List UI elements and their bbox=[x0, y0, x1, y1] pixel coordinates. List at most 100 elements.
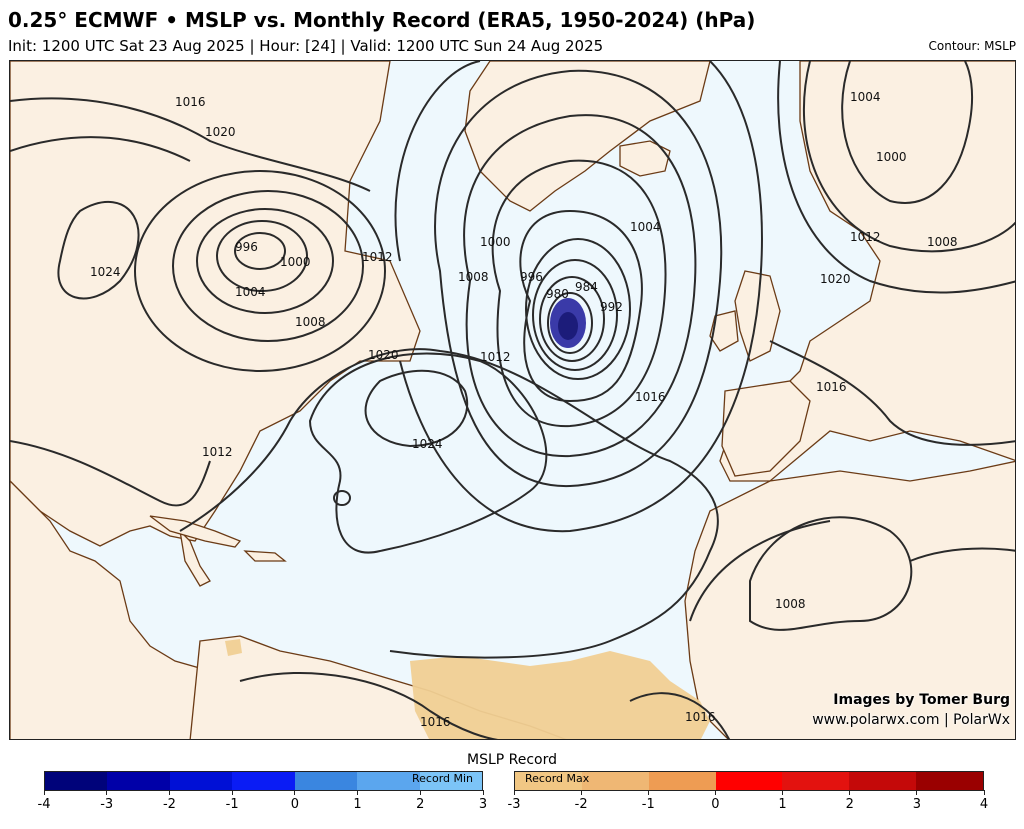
record-min-segment-4 bbox=[294, 772, 358, 790]
record-max-tickmark bbox=[714, 790, 716, 795]
cuba-land bbox=[149, 515, 242, 548]
isobar-1004-west bbox=[196, 208, 334, 314]
isobar-small-high bbox=[333, 490, 351, 506]
contour-label-1012-gulf: 1012 bbox=[202, 445, 233, 459]
record-max-tick-label: 1 bbox=[778, 797, 787, 812]
record-max-segment-3 bbox=[715, 772, 783, 790]
record-max-tick-label: 2 bbox=[845, 797, 854, 812]
isobars bbox=[10, 61, 1015, 739]
record-max-colorbar bbox=[514, 771, 984, 791]
record-min-tick-label: -3 bbox=[100, 797, 114, 812]
record-max-tick-label: -2 bbox=[574, 797, 588, 812]
record-max-segment-1 bbox=[581, 772, 649, 790]
contour-label-1024-west: 1024 bbox=[90, 265, 121, 279]
isobar-1008-sahara-2 bbox=[909, 547, 1015, 562]
isobar-1016-tropics-2 bbox=[629, 692, 731, 739]
record-min-inner bbox=[558, 312, 578, 340]
contour-label-1024-atlantic: 1024 bbox=[412, 437, 443, 451]
record-max-tickmark bbox=[916, 790, 918, 795]
contour-label-984: 984 bbox=[575, 280, 598, 294]
contour-label-1000-north: 1000 bbox=[876, 150, 907, 164]
contour-label-1008-sahara: 1008 bbox=[775, 597, 806, 611]
isobar-1008-europe bbox=[802, 61, 1015, 253]
british-isles-land bbox=[734, 270, 781, 362]
iceland-land bbox=[619, 140, 671, 177]
contour-label-1016-tropics: 1016 bbox=[420, 715, 451, 729]
record-max-tickmark bbox=[983, 790, 985, 795]
contour-label-1016-tropics-2: 1016 bbox=[685, 710, 716, 724]
record-max-tickmark bbox=[647, 790, 649, 795]
record-max-segment-5 bbox=[849, 772, 917, 790]
record-min-segment-3 bbox=[232, 772, 295, 790]
isobar-1000-east bbox=[491, 159, 667, 428]
isobar-1008-east bbox=[434, 69, 723, 488]
isobar-1012-west bbox=[134, 170, 386, 372]
credit-website[interactable]: www.polarwx.com | PolarWx bbox=[812, 712, 1010, 728]
record-min-tickmark bbox=[357, 790, 359, 795]
record-max-tick-label: 4 bbox=[979, 797, 989, 812]
contour-label-1020-europe: 1020 bbox=[820, 272, 851, 286]
map-panel: 1016 1020 1024 996 1000 1004 1008 1012 1… bbox=[9, 60, 1016, 740]
contour-label-1016-atlantic: 1016 bbox=[635, 390, 666, 404]
hispaniola-land bbox=[243, 550, 287, 562]
isobar-1012-europe bbox=[777, 61, 1015, 294]
record-min-tickmark bbox=[419, 790, 421, 795]
land-masses bbox=[10, 61, 1015, 739]
greenland-land bbox=[464, 61, 711, 212]
contour-label-1004-north: 1004 bbox=[850, 90, 881, 104]
isobar-1012-africa bbox=[689, 520, 831, 622]
record-min-tick-label: -2 bbox=[162, 797, 176, 812]
contour-label-996-east: 996 bbox=[520, 270, 543, 284]
record-max-area-2 bbox=[225, 639, 242, 656]
isobar-1020-atlantic bbox=[308, 352, 548, 554]
isobar-1016-tropics bbox=[239, 671, 499, 739]
contour-number-labels: 1016 1020 1024 996 1000 1004 1008 1012 1… bbox=[90, 90, 958, 729]
record-min-shading bbox=[550, 298, 586, 348]
florida-land bbox=[179, 529, 211, 587]
contour-label-1012-east: 1012 bbox=[480, 350, 511, 364]
record-min-segment-0 bbox=[45, 772, 108, 790]
isobar-1024-atlantic bbox=[364, 369, 469, 448]
isobar-980 bbox=[547, 292, 593, 354]
record-min-tick-label: 0 bbox=[290, 797, 299, 812]
isobar-1000-west bbox=[216, 220, 308, 292]
contour-label-1000-east: 1000 bbox=[480, 235, 511, 249]
record-max-tick-label: -3 bbox=[507, 797, 521, 812]
record-max-tickmark bbox=[580, 790, 582, 795]
isobar-988 bbox=[532, 259, 618, 371]
contour-label-1020-nw: 1020 bbox=[205, 125, 236, 139]
isobar-1004-north bbox=[841, 61, 974, 204]
contour-label-1012-europe: 1012 bbox=[850, 230, 881, 244]
record-max-tick-label: -1 bbox=[641, 797, 655, 812]
record-min-tick-label: 3 bbox=[478, 797, 488, 812]
record-min-tickmark bbox=[482, 790, 484, 795]
contour-label-1004-east: 1004 bbox=[630, 220, 661, 234]
contour-label-980: 980 bbox=[546, 287, 569, 301]
record-max-tickmark bbox=[849, 790, 851, 795]
isobar-1016-europe bbox=[769, 340, 1015, 446]
contour-label-1008-europe: 1008 bbox=[927, 235, 958, 249]
contour-label-1000-west: 1000 bbox=[280, 255, 311, 269]
record-max-segment-4 bbox=[782, 772, 850, 790]
record-min-label: Record Min bbox=[412, 772, 474, 785]
isobar-996 bbox=[234, 232, 286, 270]
record-min-tick-label: 1 bbox=[353, 797, 362, 812]
africa-land bbox=[684, 460, 1015, 739]
map-canvas: 1016 1020 1024 996 1000 1004 1008 1012 1… bbox=[10, 61, 1015, 739]
isobar-1008-sahara bbox=[749, 516, 913, 631]
contour-label-1004-west: 1004 bbox=[235, 285, 266, 299]
chart-subtitle: Init: 1200 UTC Sat 23 Aug 2025 | Hour: [… bbox=[8, 37, 604, 55]
record-max-tick-label: 3 bbox=[912, 797, 921, 812]
record-min-tickmark bbox=[168, 790, 170, 795]
contour-label-1016-europe: 1016 bbox=[816, 380, 847, 394]
chart-title: 0.25° ECMWF • MSLP vs. Monthly Record (E… bbox=[8, 8, 756, 32]
record-max-segment-2 bbox=[648, 772, 716, 790]
contour-label-1020-coast: 1020 bbox=[368, 348, 399, 362]
record-min-tick-label: 2 bbox=[416, 797, 425, 812]
isobar-1012-gulf bbox=[10, 440, 211, 507]
legend-title: MSLP Record bbox=[466, 752, 558, 768]
iberia-land bbox=[721, 380, 811, 477]
record-max-area-1 bbox=[410, 651, 710, 739]
isobar-1024-west bbox=[57, 200, 140, 300]
isobar-1008-west bbox=[172, 190, 364, 342]
